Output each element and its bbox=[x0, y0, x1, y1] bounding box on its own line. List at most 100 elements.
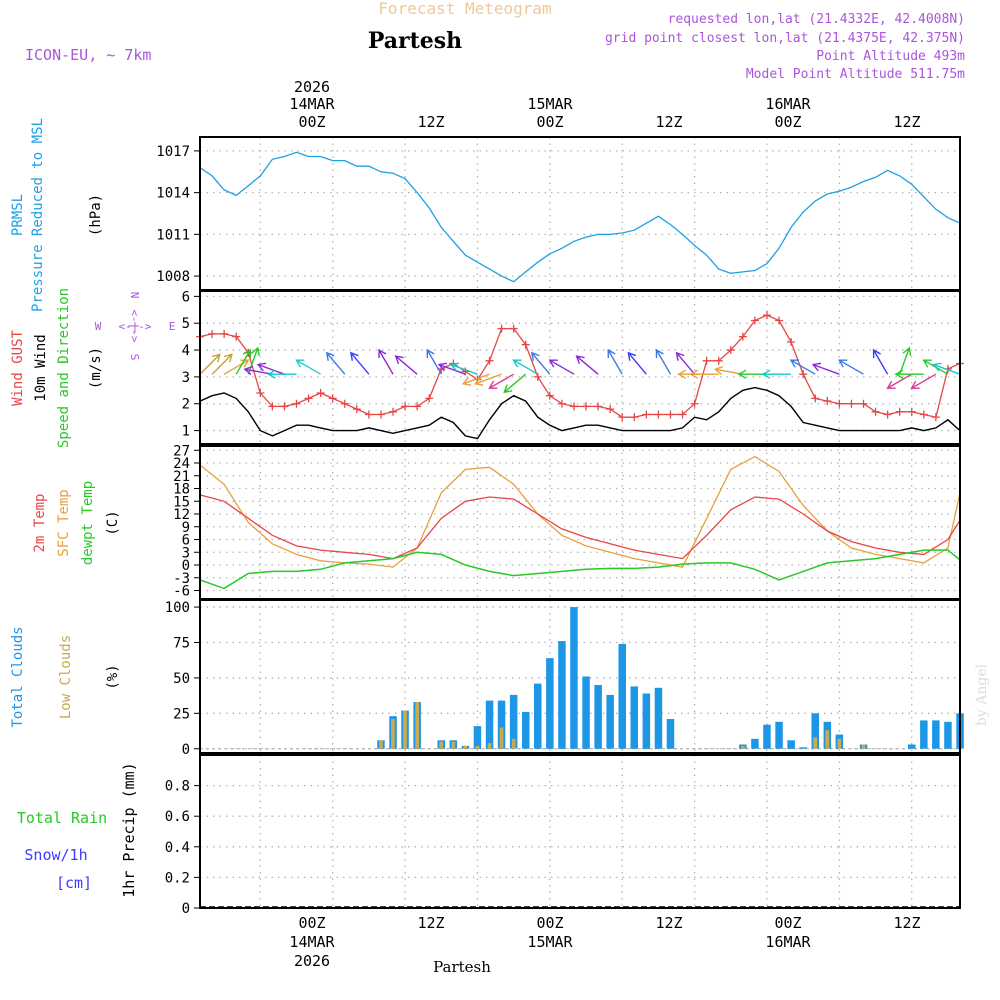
wind-direction-arrow bbox=[503, 373, 527, 394]
pressure-ytick-label: 1008 bbox=[156, 269, 190, 285]
temp-ytick-label: 9 bbox=[182, 520, 190, 536]
precip-panel-border bbox=[199, 754, 961, 909]
bottom-hour-label: 00Z bbox=[774, 914, 801, 932]
clouds-ytick-label: 25 bbox=[173, 706, 190, 722]
temp-ytick-label: 15 bbox=[173, 494, 190, 510]
gust-marker bbox=[280, 402, 289, 411]
gust-marker bbox=[919, 410, 928, 419]
total-cloud-bar bbox=[908, 744, 916, 749]
pressure-panel-bg bbox=[200, 137, 960, 290]
wind-arrow-path bbox=[267, 369, 297, 379]
wind-arrow-path bbox=[713, 365, 744, 376]
total-cloud-bar bbox=[654, 687, 663, 749]
temp-ytick-label: 3 bbox=[182, 545, 190, 561]
model-name: ICON-EU, ~ 7km bbox=[25, 46, 151, 64]
gust-marker bbox=[775, 316, 784, 325]
clouds-ytick-label: 0 bbox=[182, 742, 190, 758]
wind-arrow-path bbox=[473, 373, 502, 386]
wind-arrow-path bbox=[235, 348, 251, 375]
wind-arrow-path bbox=[675, 351, 696, 375]
gust-marker bbox=[208, 329, 217, 338]
gust-marker bbox=[666, 410, 675, 419]
wind-direction-arrow bbox=[530, 351, 551, 375]
temp-ytick-label: -6 bbox=[173, 584, 190, 600]
total-rain-label: Total Rain bbox=[17, 809, 107, 827]
wind-unit: (m/s) bbox=[88, 347, 104, 389]
wind-arrow-path bbox=[461, 373, 490, 386]
gust-marker bbox=[340, 399, 349, 408]
gust-marker bbox=[907, 407, 916, 416]
wind-arrow-path bbox=[243, 365, 273, 376]
low-cloud-bar bbox=[499, 727, 504, 749]
top-hour-label: 00Z bbox=[298, 113, 325, 131]
clouds-ytick-label: 100 bbox=[165, 600, 190, 616]
wind-arrow-path bbox=[932, 362, 961, 375]
wind-arrow-path bbox=[837, 359, 864, 375]
footer-location: Partesh bbox=[433, 958, 491, 976]
temp-unit: (C) bbox=[105, 510, 121, 535]
wind-direction-arrow bbox=[894, 369, 924, 379]
model-altitude: Model Point Altitude 511.75m bbox=[746, 67, 965, 82]
wind-direction-arrow bbox=[512, 359, 539, 375]
wind-arrow-path bbox=[655, 348, 672, 375]
pressure-ytick-label: 1011 bbox=[156, 227, 190, 243]
gust-marker bbox=[823, 397, 832, 406]
gust-marker bbox=[557, 399, 566, 408]
wind-arrow-path bbox=[886, 373, 913, 389]
total-cloud-bar bbox=[558, 641, 566, 749]
low-cloud-bar bbox=[439, 741, 444, 749]
clouds-panel-bg bbox=[200, 600, 960, 753]
low-clouds-label: Low Clouds bbox=[58, 635, 74, 719]
total-cloud-bar bbox=[630, 686, 638, 749]
wind-ytick-label: 3 bbox=[182, 370, 190, 386]
top-hour-label: 12Z bbox=[417, 113, 444, 131]
total-cloud-bar bbox=[570, 607, 578, 749]
wind-arrow-path bbox=[295, 359, 321, 375]
wind-direction-arrow bbox=[675, 351, 696, 375]
wind-arrow-path bbox=[689, 369, 719, 379]
wind-ytick-label: 1 bbox=[182, 424, 190, 440]
wind-arrow-path bbox=[894, 369, 924, 379]
bottom-date-label: 14MAR bbox=[289, 933, 335, 951]
pressure-unit: (hPa) bbox=[88, 194, 104, 236]
gust-marker bbox=[654, 410, 663, 419]
precip-panel-bg bbox=[200, 755, 960, 908]
wind-ytick-label: 2 bbox=[182, 397, 190, 413]
wind-direction-arrow bbox=[886, 373, 913, 389]
gust-marker bbox=[871, 407, 880, 416]
total-cloud-bar bbox=[582, 676, 590, 749]
wind-direction-arrow bbox=[689, 369, 719, 379]
compass-w: W bbox=[95, 320, 102, 333]
gust-marker bbox=[413, 402, 422, 411]
low-cloud-bar bbox=[861, 744, 866, 749]
low-cloud-bar bbox=[451, 741, 456, 749]
grid-point-coords: grid point closest lon,lat (21.4375E, 42… bbox=[605, 31, 965, 46]
gust-marker bbox=[352, 405, 361, 414]
wind-direction-arrow bbox=[811, 362, 840, 375]
wind-gust-line bbox=[199, 314, 961, 418]
gust-marker bbox=[859, 399, 868, 408]
precip-ytick-label: 0.2 bbox=[165, 870, 190, 886]
gust-marker bbox=[594, 402, 603, 411]
wind-arrow-path bbox=[211, 353, 233, 375]
wind-ytick-label: 5 bbox=[182, 316, 190, 332]
wind-arrow-path bbox=[575, 355, 599, 375]
wind-arrow-path bbox=[512, 359, 539, 375]
compass-e: E bbox=[169, 320, 176, 333]
compass-we-arrow: <-|-> bbox=[118, 320, 151, 333]
gust-marker bbox=[364, 410, 373, 419]
total-cloud-bar bbox=[473, 726, 482, 749]
sfc-temp-label: SFC Temp bbox=[56, 489, 72, 556]
wind-direction-arrow bbox=[872, 348, 889, 375]
wind-direction-arrow bbox=[199, 353, 221, 375]
top-date-label: 16MAR bbox=[765, 95, 811, 113]
wind-arrow-path bbox=[349, 351, 370, 375]
wind-arrow-path bbox=[503, 373, 527, 394]
bottom-hour-label: 00Z bbox=[536, 914, 563, 932]
wind-direction-arrow bbox=[575, 355, 599, 375]
compass-ns-arrow: <-|-> bbox=[128, 309, 141, 342]
wind-direction-arrow bbox=[243, 365, 273, 376]
low-cloud-bar bbox=[487, 743, 492, 749]
gust-marker bbox=[678, 410, 687, 419]
wind-direction-arrow bbox=[899, 346, 912, 375]
